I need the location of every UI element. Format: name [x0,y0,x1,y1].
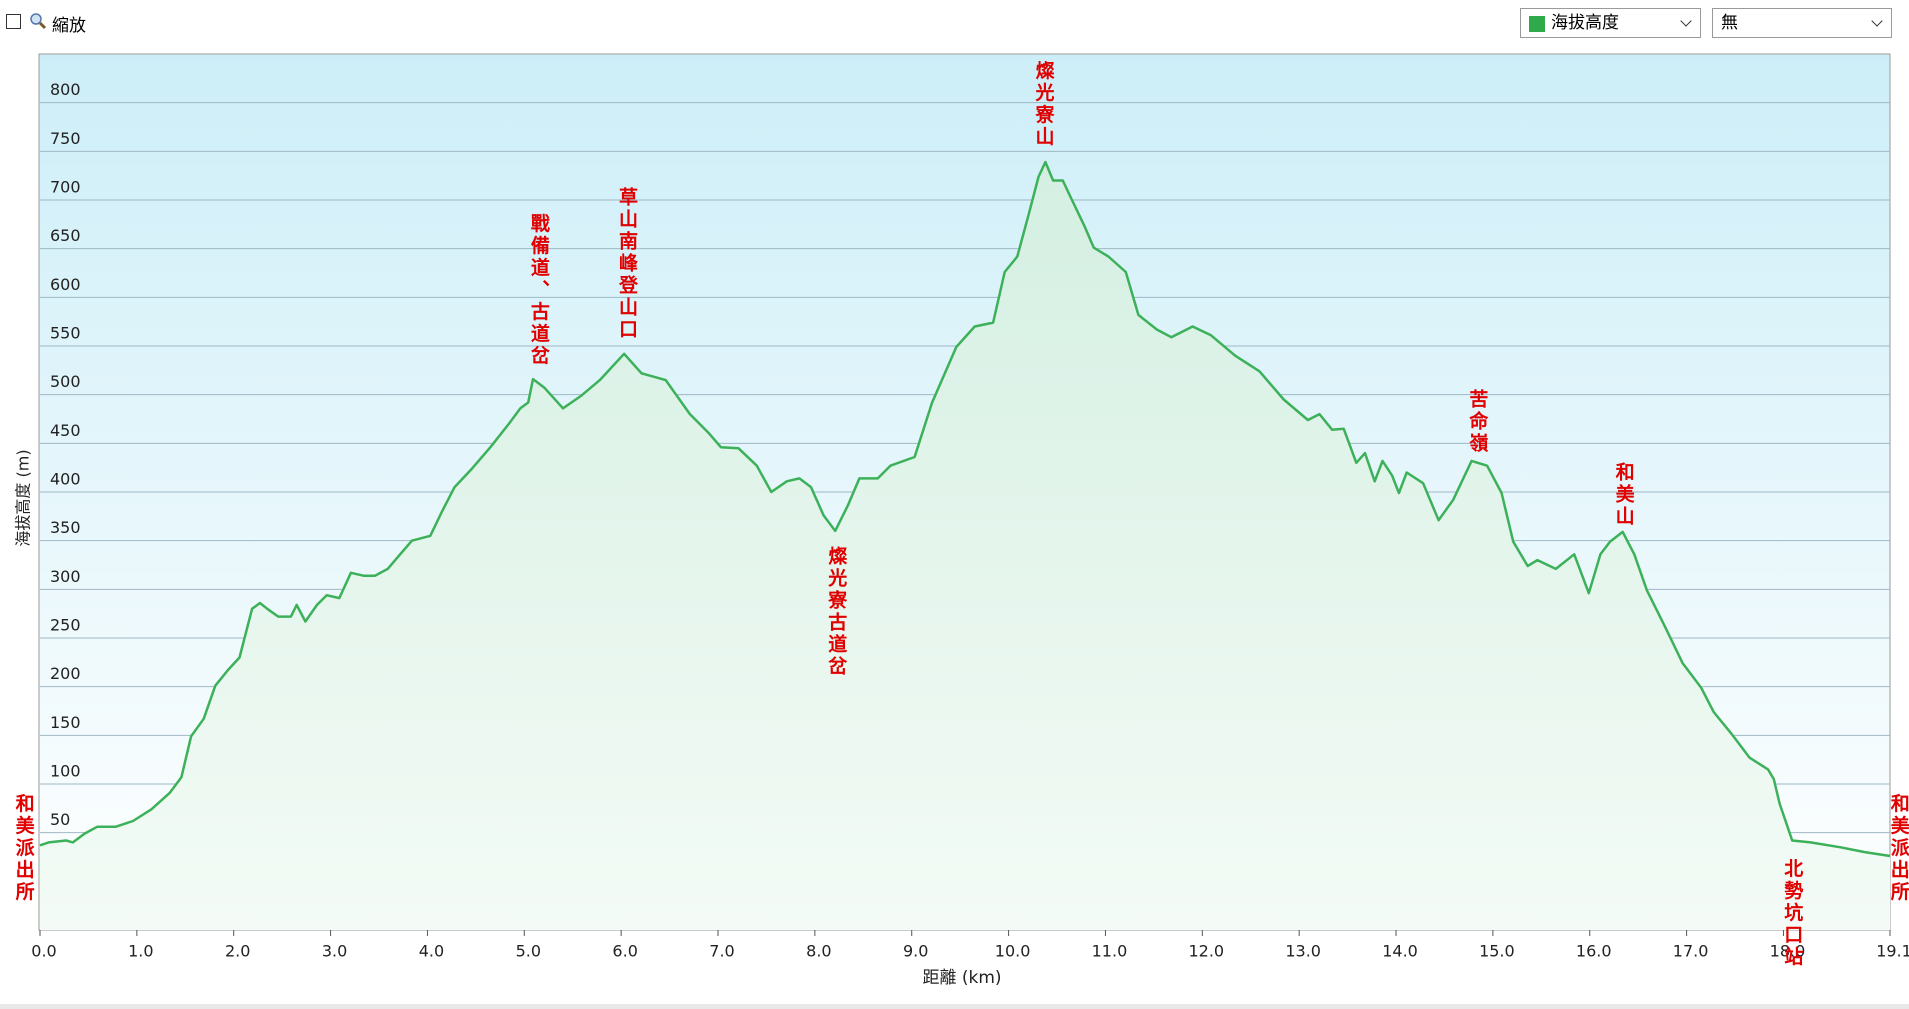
annotation: 燦光寮古道岔 [825,545,848,677]
x-tick-label: 12.0 [1188,942,1224,961]
x-tick-label: 14.0 [1382,942,1418,961]
x-tick-label: 0.0 [31,942,56,961]
annotation: 和美派出所 [13,792,35,903]
x-tick-label: 6.0 [612,942,637,961]
series-name: 海拔高度 [1551,13,1619,33]
annotation: 燦光寮山 [1032,60,1055,148]
y-tick-label: 350 [50,518,81,537]
x-tick-label: 1.0 [128,942,153,961]
y-tick-label: 0 [50,859,60,878]
y-tick-label: 100 [50,762,81,781]
x-tick-label: 19.1 [1876,942,1909,961]
x-tick-label: 9.0 [903,942,928,961]
annotation: 苦命嶺 [1466,388,1489,455]
annotation: 戰備道、古道岔 [528,213,550,367]
x-tick-label: 15.0 [1479,942,1515,961]
annotation: 和美山 [1613,461,1635,528]
legend-swatch [1529,16,1545,32]
zoom-icon [30,13,47,30]
y-tick-label: 600 [50,275,81,294]
x-tick-label: 11.0 [1092,942,1128,961]
y-tick-label: 450 [50,421,81,440]
x-tick-label: 3.0 [322,942,347,961]
x-axis-label: 距離 (km) [922,968,1001,988]
y-tick-label: 700 [50,178,81,197]
x-tick-label: 16.0 [1576,942,1612,961]
x-tick-label: 17.0 [1673,942,1709,961]
y-tick-label: 550 [50,324,81,343]
annotation: 北勢坑口站 [1781,858,1803,968]
y-tick-label: 150 [50,713,81,732]
y-tick-label: 300 [50,567,81,586]
x-tick-label: 4.0 [419,942,444,961]
annotation: 草山南峰登山口 [616,186,639,341]
y-tick-label: 650 [50,226,81,245]
compare-select[interactable]: 無 [1712,8,1892,38]
x-tick-label: 7.0 [709,942,734,961]
y-tick-label: 50 [50,810,70,829]
y-tick-label: 400 [50,470,81,489]
y-tick-label: 250 [50,616,81,635]
x-tick-label: 18.0 [1770,942,1806,961]
line [39,160,1891,858]
x-tick-label: 2.0 [225,942,250,961]
x-tick-label: 10.0 [995,942,1031,961]
plot-background [38,53,1891,931]
x-tick-label: 5.0 [516,942,541,961]
y-tick-label: 750 [50,129,81,148]
area [40,162,1890,930]
y-tick-label: 800 [50,80,81,99]
zoom-checkbox[interactable] [6,14,21,29]
zoom-label: 縮放 [52,16,86,36]
x-tick-label: 8.0 [806,942,831,961]
y-axis-label: 海拔高度 (m) [14,449,33,546]
y-tick-label: 500 [50,372,81,391]
series-select[interactable]: 海拔高度 [1520,8,1701,38]
annotation: 和美派出所 [1888,792,1909,903]
y-tick-label: 200 [50,664,81,683]
bottom-border [0,1004,1909,1009]
x-tick-label: 13.0 [1285,942,1321,961]
